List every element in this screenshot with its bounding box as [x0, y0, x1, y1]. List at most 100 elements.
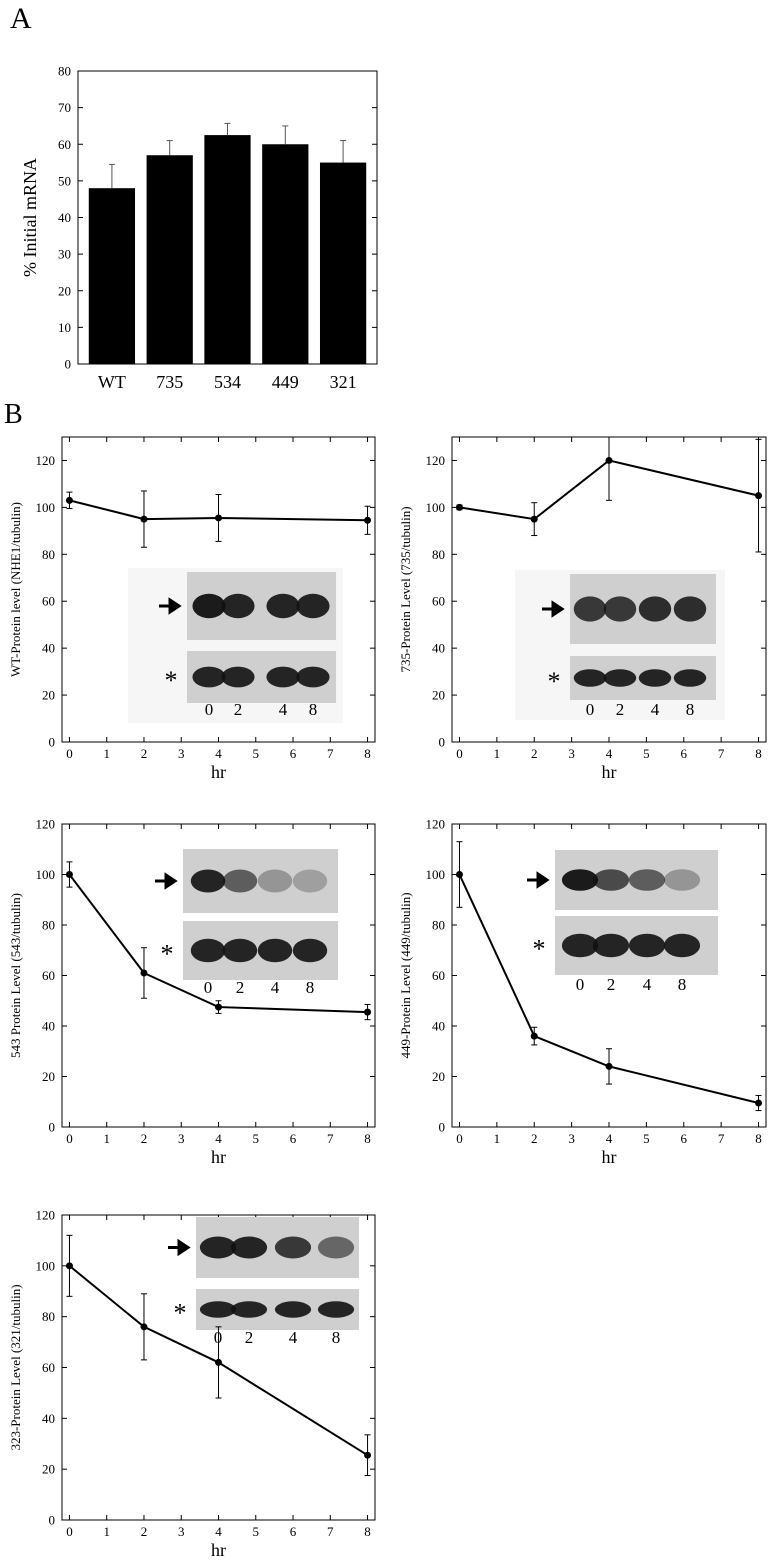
blot-band: [603, 669, 637, 687]
line: [68, 1265, 369, 1457]
bar: [319, 162, 367, 364]
blot-band: [592, 869, 630, 891]
point: [65, 871, 73, 878]
x-tick-label: 0: [66, 1131, 73, 1146]
x-tick-label: 7: [718, 746, 725, 761]
y-tick-label: 60: [432, 594, 445, 609]
y-tick-label: 40: [432, 641, 445, 656]
lane-label: 8: [686, 700, 695, 719]
blot-band: [192, 666, 226, 688]
blot-band: [199, 1301, 237, 1318]
blot-band: [296, 593, 330, 619]
arrow: [542, 600, 565, 618]
x-tick-label: WT: [98, 372, 126, 392]
blot-band: [192, 593, 226, 619]
arrow: [155, 872, 178, 890]
x-axis-label: hr: [211, 1147, 226, 1167]
blot-band: [230, 1301, 268, 1318]
x-tick-label: 6: [290, 746, 297, 761]
lane-label: 2: [236, 978, 245, 997]
x-tick-label: 3: [178, 1524, 185, 1539]
blot-band: [230, 1236, 268, 1259]
y-tick-label: 60: [42, 968, 55, 983]
y-tick-label: 100: [36, 867, 56, 882]
series: [455, 437, 763, 553]
y-tick-label: 50: [58, 173, 71, 188]
y-tick-label: 120: [36, 453, 56, 468]
blot-band: [292, 938, 328, 963]
line: [68, 873, 368, 1014]
inset-marker: *: [174, 1299, 187, 1328]
lane-label: 0: [205, 700, 214, 719]
blot-band: [190, 938, 226, 963]
x-tick-label: 735: [156, 372, 183, 392]
y-tick-label: 0: [439, 735, 446, 750]
x-tick-label: 8: [755, 1131, 762, 1146]
y-tick-label: 60: [432, 968, 445, 983]
y-tick-label: 20: [58, 283, 71, 298]
x-tick-label: 2: [531, 746, 538, 761]
x-tick-label: 1: [103, 1524, 110, 1539]
blot-band: [257, 869, 293, 893]
lane-label: 4: [643, 975, 652, 994]
x-axis-label: hr: [211, 1540, 226, 1560]
y-tick-label: 100: [36, 500, 56, 515]
x-tick-label: 3: [178, 1131, 185, 1146]
lane-label: 4: [279, 700, 288, 719]
x-tick-label: 6: [681, 1131, 688, 1146]
y-tick-label: 80: [42, 918, 55, 933]
y-tick-label: 10: [58, 320, 71, 335]
y-tick-label: 20: [42, 688, 55, 703]
y-tick-label: 20: [42, 1462, 55, 1477]
x-tick-label: 4: [215, 1524, 222, 1539]
y-tick-label: 40: [58, 210, 71, 225]
lane-label: 4: [651, 700, 660, 719]
blot-band: [603, 596, 637, 622]
blot-band: [573, 596, 607, 622]
lane-label: 0: [576, 975, 585, 994]
x-tick-label: 5: [643, 746, 650, 761]
bar: [262, 144, 309, 364]
inset-marker: *: [161, 940, 174, 969]
y-tick-label: 120: [36, 817, 56, 832]
y-tick-label: 80: [432, 918, 445, 933]
y-tick-label: 120: [36, 1208, 56, 1223]
line: [458, 874, 759, 1104]
point: [140, 1323, 148, 1331]
point: [455, 503, 463, 511]
x-tick-label: 449: [272, 372, 299, 392]
y-tick-label: 60: [58, 137, 71, 152]
y-tick-label: 0: [49, 1513, 56, 1528]
lane-label: 8: [309, 700, 318, 719]
lane-label: 4: [271, 978, 280, 997]
point: [605, 456, 613, 464]
blot-band: [274, 1236, 312, 1259]
x-tick-label: 1: [494, 1131, 501, 1146]
y-axis-label: WT-Protein level (NHE1/tubulin): [8, 502, 23, 677]
line: [459, 459, 759, 521]
lane-label: 0: [204, 978, 213, 997]
x-tick-label: 2: [141, 1131, 148, 1146]
inset-marker: *: [533, 935, 546, 964]
series: [65, 861, 372, 1021]
x-tick-label: 0: [66, 1524, 73, 1539]
x-tick-label: 5: [253, 1524, 260, 1539]
blot-band: [221, 593, 255, 619]
lane-label: 2: [234, 700, 243, 719]
point: [140, 515, 148, 523]
lane-label: 2: [616, 700, 625, 719]
y-tick-label: 30: [58, 247, 71, 262]
blot-band: [317, 1301, 355, 1318]
point: [364, 516, 372, 524]
series: [65, 1234, 372, 1477]
point: [215, 1003, 222, 1011]
y-tick-label: 100: [426, 500, 446, 515]
y-tick-label: 40: [42, 1411, 55, 1426]
x-tick-label: 8: [755, 746, 762, 761]
x-tick-label: 1: [103, 746, 110, 761]
blot-band: [592, 933, 630, 958]
lane-label: 8: [678, 975, 687, 994]
blot-band: [274, 1301, 312, 1318]
x-tick-label: 7: [327, 1131, 334, 1146]
y-tick-label: 80: [42, 1309, 55, 1324]
